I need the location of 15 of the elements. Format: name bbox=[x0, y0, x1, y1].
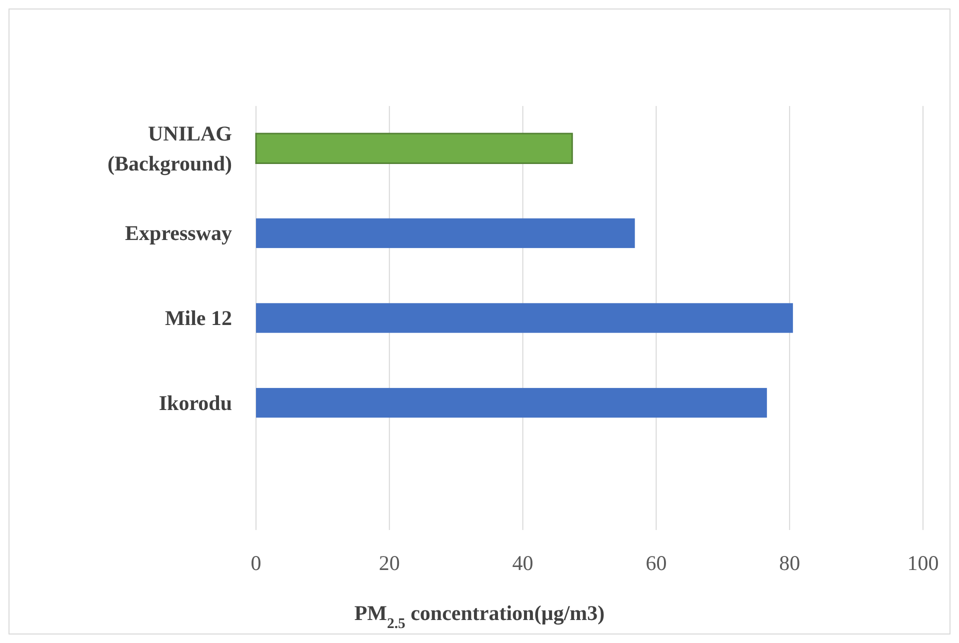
x-tick-label: 80 bbox=[779, 551, 800, 575]
bar bbox=[256, 303, 793, 333]
x-tick-label: 40 bbox=[512, 551, 534, 575]
x-tick-label: 100 bbox=[907, 551, 939, 575]
y-tick-label: Expressway bbox=[125, 221, 232, 246]
x-tick-label: 60 bbox=[646, 551, 667, 575]
bar bbox=[256, 218, 635, 248]
y-tick-label: Ikorodu bbox=[158, 390, 232, 415]
x-axis-title: PM$_{2.5}$ concentration(µg/m3) bbox=[354, 601, 605, 632]
x-tick-label: 20 bbox=[378, 551, 400, 575]
y-tick-label: UNILAG (Background) bbox=[108, 121, 232, 176]
y-tick-label: Mile 12 bbox=[164, 306, 232, 330]
bar bbox=[255, 132, 573, 164]
x-tick-label: 0 bbox=[250, 551, 262, 575]
bar bbox=[256, 388, 767, 418]
